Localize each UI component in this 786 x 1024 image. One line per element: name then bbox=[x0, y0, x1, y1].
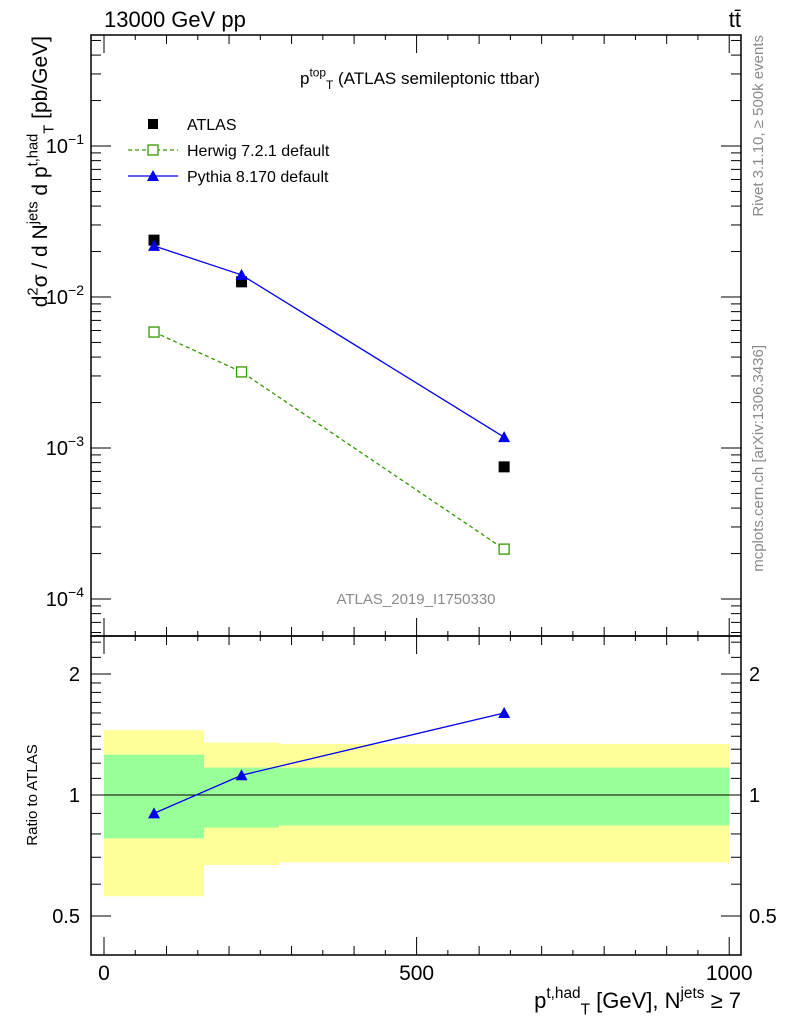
label-part: p bbox=[534, 988, 546, 1013]
label-part: ≥ 7 bbox=[704, 988, 741, 1013]
ratio-y-tick-label: 2 bbox=[69, 664, 80, 686]
y-tick-base: 10 bbox=[46, 438, 68, 460]
legend-atlas-marker bbox=[148, 119, 158, 129]
label-part: [pb/GeV] bbox=[29, 36, 52, 125]
y-tick-exponent: −1 bbox=[68, 131, 84, 147]
y-tick-base: 10 bbox=[46, 136, 68, 158]
label-part: top bbox=[309, 65, 326, 79]
ratio-y-tick-label-right: 1 bbox=[749, 785, 760, 807]
label-part: p bbox=[300, 69, 309, 88]
y-tick-exponent: −3 bbox=[68, 433, 84, 449]
ratio-y-tick-label-right: 0.5 bbox=[749, 906, 777, 928]
legend: ATLAS Herwig 7.2.1 default Pythia 8.170 … bbox=[128, 117, 330, 186]
y-tick-label: 10−3 bbox=[46, 433, 84, 460]
y-tick-label: 10−2 bbox=[46, 282, 84, 309]
ratio-data-point bbox=[498, 706, 511, 718]
series-line-2 bbox=[153, 245, 505, 438]
data-point-atlas bbox=[498, 461, 510, 473]
label-part: jets bbox=[680, 985, 705, 1002]
ratio-y-axis-label: Ratio to ATLAS bbox=[24, 744, 41, 845]
label-part: (ATLAS semileptonic ttbar) bbox=[333, 69, 540, 88]
side-text-mcplots: mcplots.cern.ch [arXiv:1306.3436] bbox=[750, 345, 767, 572]
data-series bbox=[148, 234, 511, 819]
data-point-herwig bbox=[235, 366, 248, 378]
ratio-data-point bbox=[148, 807, 161, 819]
header-left: 13000 GeV pp bbox=[104, 7, 246, 32]
x-tick-label: 0 bbox=[98, 962, 110, 985]
ratio-y-tick-label: 0.5 bbox=[52, 906, 80, 928]
data-point-herwig bbox=[498, 543, 510, 555]
legend-herwig-label: Herwig 7.2.1 default bbox=[187, 143, 330, 160]
data-point-pythia bbox=[235, 268, 248, 280]
label-part: T bbox=[326, 78, 333, 92]
legend-herwig-marker bbox=[147, 144, 159, 156]
y-tick-exponent: −2 bbox=[68, 282, 84, 298]
label-part: 2 bbox=[26, 287, 42, 295]
y-axis-label: d2σ / d Njets d pt,hadT [pb/GeV] bbox=[26, 36, 58, 307]
label-part: d bbox=[29, 296, 52, 308]
legend-atlas-label: ATLAS bbox=[187, 117, 237, 134]
y-tick-label: 10−1 bbox=[46, 131, 84, 158]
plot-title: ptopT (ATLAS semileptonic ttbar) bbox=[300, 65, 540, 92]
label-part: σ / d N bbox=[29, 224, 52, 287]
label-part: t,had bbox=[26, 134, 42, 167]
side-text-rivet: Rivet 3.1.10, ≥ 500k events bbox=[750, 35, 767, 217]
data-point-atlas bbox=[236, 276, 248, 288]
watermark: ATLAS_2019_I1750330 bbox=[336, 591, 495, 608]
label-part: t,had bbox=[546, 985, 580, 1002]
ratio-bands bbox=[104, 730, 730, 897]
series-line-1 bbox=[153, 331, 505, 550]
x-axis-label: pt,hadT [GeV], Njets ≥ 7 bbox=[534, 985, 741, 1019]
label-part: jets bbox=[26, 201, 42, 225]
x-tick-label: 1000 bbox=[706, 962, 753, 985]
data-point-pythia bbox=[498, 431, 511, 443]
legend-pythia-marker bbox=[147, 170, 159, 181]
header-right: tt̄ bbox=[729, 7, 741, 32]
ratio-band-inner bbox=[104, 754, 205, 839]
legend-pythia-label: Pythia 8.170 default bbox=[187, 169, 329, 186]
label-part: d p bbox=[29, 166, 52, 201]
ratio-y-tick-label-right: 2 bbox=[749, 664, 760, 686]
data-point-herwig bbox=[148, 326, 160, 338]
x-tick-label: 500 bbox=[399, 962, 434, 985]
y-tick-exponent: −4 bbox=[68, 584, 84, 600]
data-point-pythia bbox=[148, 239, 161, 251]
label-part: T bbox=[41, 125, 57, 134]
label-part: T bbox=[581, 1002, 591, 1019]
y-tick-base: 10 bbox=[46, 589, 68, 611]
y-tick-label: 10−4 bbox=[46, 584, 84, 611]
y-tick-base: 10 bbox=[46, 287, 68, 309]
label-part: [GeV], N bbox=[590, 988, 680, 1013]
ratio-y-tick-label: 1 bbox=[69, 785, 80, 807]
ratio-band-inner bbox=[279, 767, 730, 826]
ratio-data-point bbox=[235, 769, 248, 781]
